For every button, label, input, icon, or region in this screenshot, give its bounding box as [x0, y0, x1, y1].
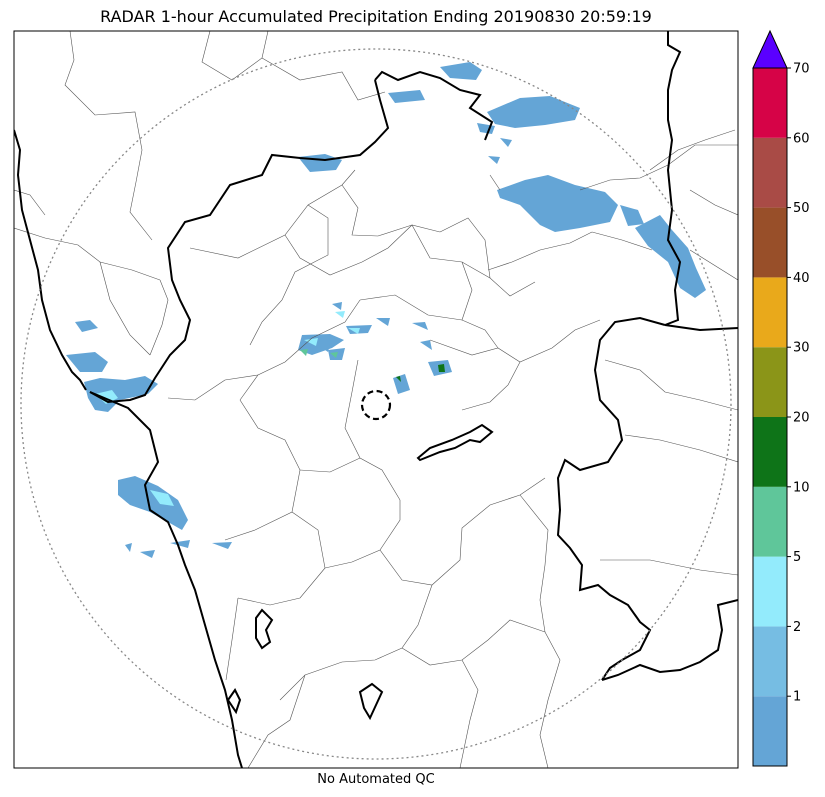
colorbar-tick-label: 5: [793, 550, 801, 565]
colorbar-segment: [753, 68, 787, 138]
precipitation-light-cores: [95, 311, 360, 506]
colorbar-tick-label: 10: [793, 480, 810, 495]
precipitation-heavy-cells: [396, 364, 445, 382]
colorbar-segment: [753, 207, 787, 278]
map-frame: [13, 30, 739, 769]
radar-range-ring: [20, 48, 732, 760]
state-boundaries: [14, 31, 738, 768]
colorbar-tick-label: 40: [793, 271, 810, 286]
colorbar-segment: [753, 696, 787, 766]
radar-site-marker: [360, 389, 392, 421]
district-boundaries: [14, 31, 738, 768]
colorbar-tick-label: 20: [793, 411, 810, 426]
colorbar-segment: [753, 347, 787, 417]
colorbar-tick-label: 1: [793, 690, 801, 705]
colorbar-frame: [752, 67, 788, 767]
colorbar-tick-label: 50: [793, 201, 810, 216]
colorbar-segment: [753, 556, 787, 627]
colorbar-segment: [753, 277, 787, 348]
precipitation-moderate-cores: [300, 349, 338, 358]
colorbar-tick-label: 60: [793, 131, 810, 146]
colorbar-tick-label: 30: [793, 341, 810, 356]
map-title: RADAR 1-hour Accumulated Precipitation E…: [100, 7, 652, 26]
map-area: [14, 31, 738, 768]
qc-footer-note: No Automated QC: [317, 772, 435, 787]
colorbar-segment: [753, 137, 787, 208]
colorbar-segment: [753, 626, 787, 697]
colorbar-tick-label: 70: [793, 62, 810, 77]
colorbar-extend-triangle: [752, 29, 788, 69]
colorbar: 1 2 5 10 20 30 40 50 60 70: [752, 29, 810, 767]
colorbar-segment: [753, 486, 787, 557]
colorbar-segment: [753, 417, 787, 487]
colorbar-tick-label: 2: [793, 620, 801, 635]
